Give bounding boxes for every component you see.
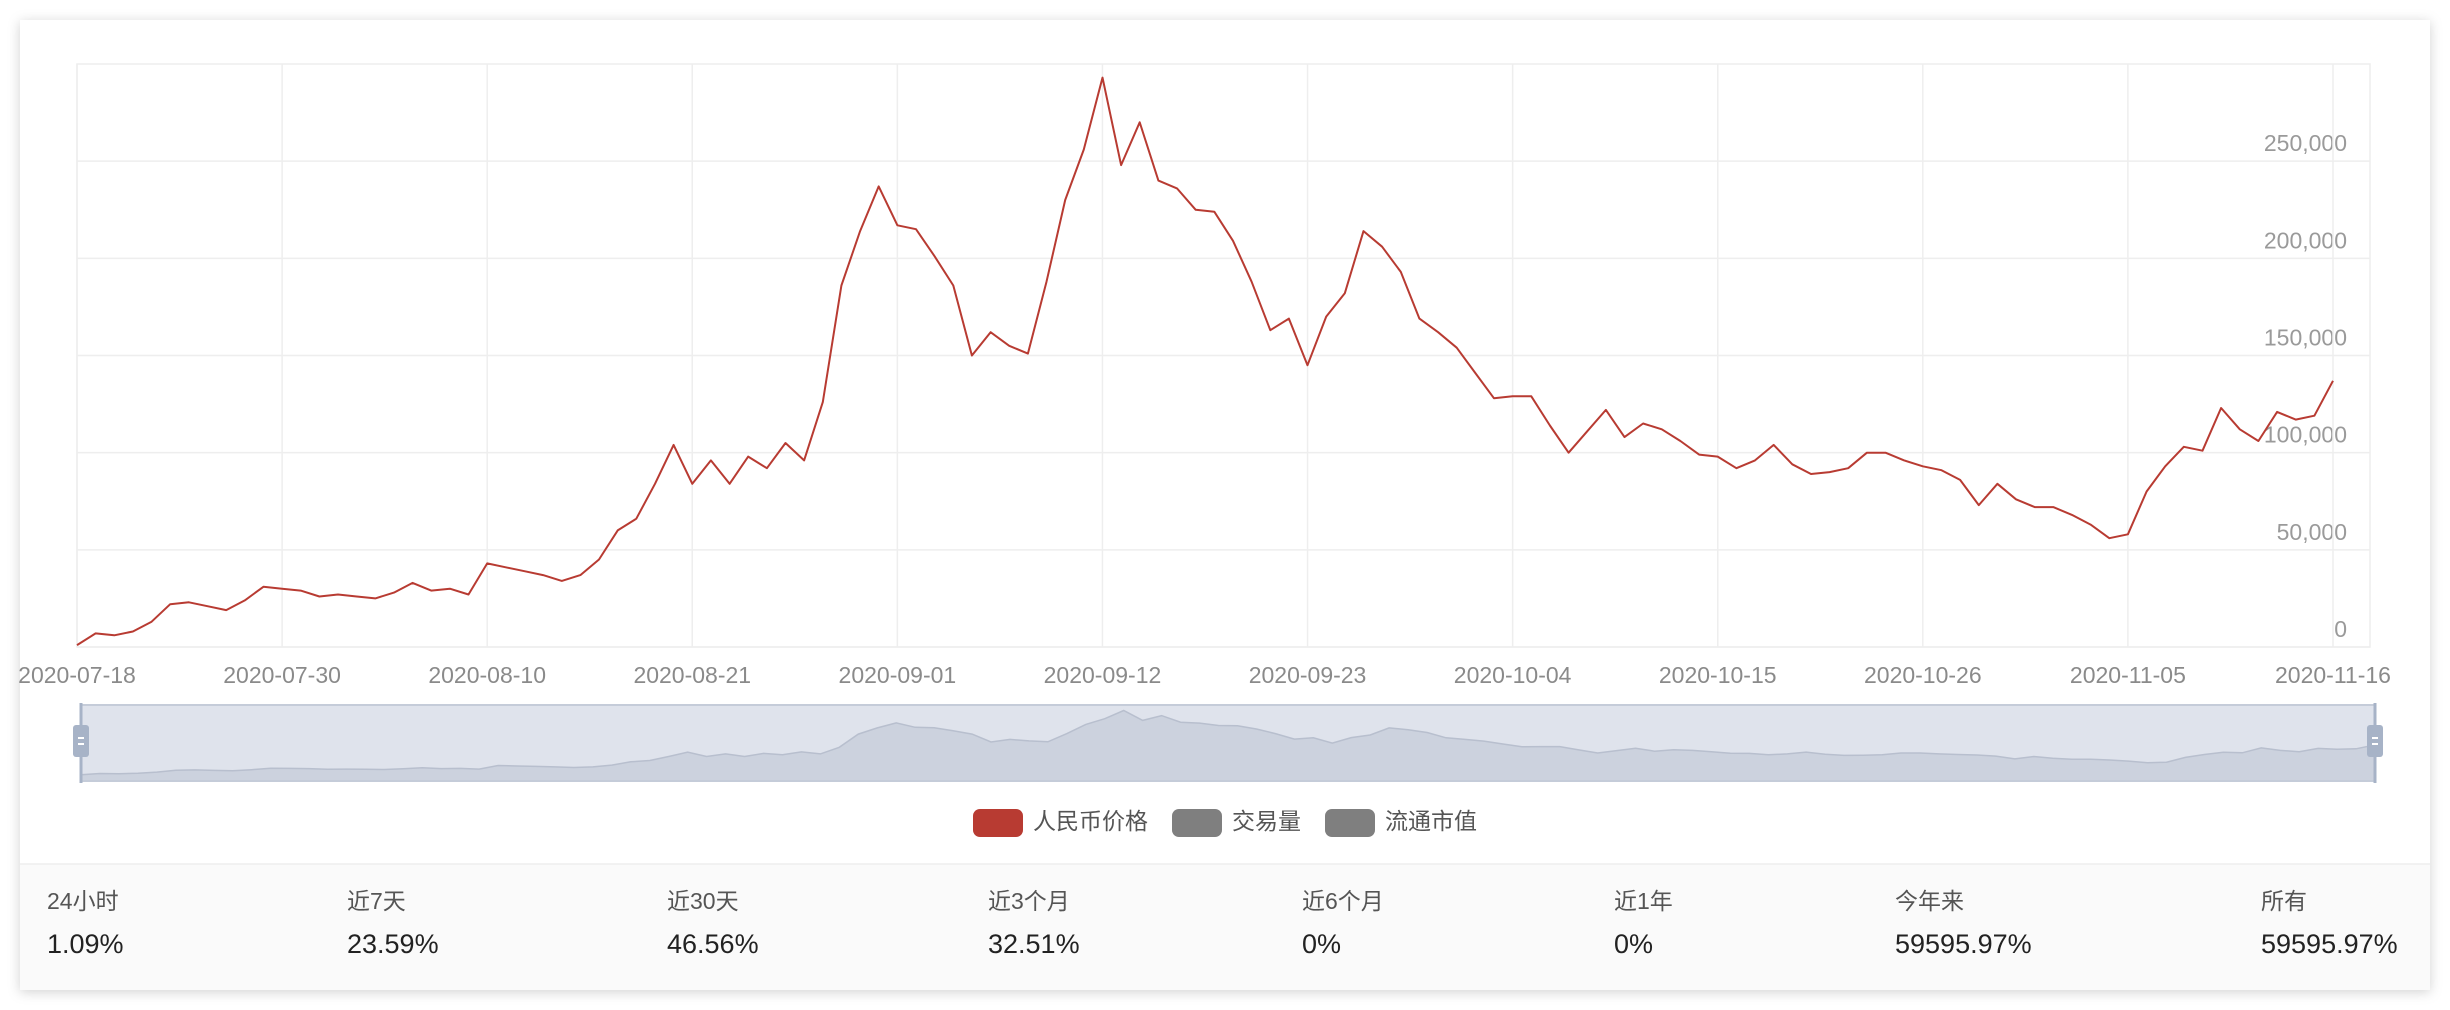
stat-value: 0%: [1302, 929, 1341, 959]
y-tick-label: 150,000: [2264, 325, 2347, 351]
stat-label: 近3个月: [988, 888, 1070, 914]
y-tick-label: 50,000: [2277, 519, 2347, 545]
stat-label: 近7天: [347, 888, 406, 914]
stat-value: 46.56%: [667, 929, 759, 959]
stat-value: 23.59%: [347, 929, 439, 959]
stat-label: 所有: [2261, 888, 2307, 914]
price-line: [76, 76, 2334, 646]
x-tick-label: 2020-09-23: [1249, 662, 1367, 688]
y-tick-label: 200,000: [2264, 227, 2347, 253]
x-tick-label: 2020-11-05: [2070, 662, 2186, 688]
x-tick-label: 2020-07-30: [223, 662, 341, 688]
stat-value: 59595.97%: [2261, 929, 2398, 959]
x-tick-label: 2020-09-01: [839, 662, 957, 688]
legend-icon[interactable]: [973, 809, 1023, 837]
zoom-handle[interactable]: [2367, 725, 2383, 757]
x-tick-label: 2020-11-16: [2275, 662, 2391, 688]
legend-icon[interactable]: [1325, 809, 1375, 837]
x-tick-label: 2020-08-21: [633, 662, 751, 688]
x-tick-label: 2020-08-10: [428, 662, 546, 688]
x-tick-label: 2020-10-15: [1659, 662, 1777, 688]
y-tick-label: 250,000: [2264, 130, 2347, 156]
y-tick-label: 0: [2334, 616, 2347, 642]
zoom-preview-area: [80, 709, 2376, 782]
stat-value: 0%: [1614, 929, 1653, 959]
stat-value: 59595.97%: [1895, 929, 2032, 959]
stat-value: 32.51%: [988, 929, 1080, 959]
legend-label[interactable]: 人民币价格: [1033, 808, 1148, 834]
x-tick-label: 2020-10-26: [1864, 662, 1982, 688]
x-tick-label: 2020-10-04: [1454, 662, 1572, 688]
x-tick-label: 2020-07-18: [18, 662, 136, 688]
y-tick-label: 100,000: [2264, 422, 2347, 448]
stat-value: 1.09%: [47, 929, 124, 959]
stat-label: 近1年: [1614, 888, 1673, 914]
stat-label: 今年来: [1895, 888, 1964, 914]
x-tick-label: 2020-09-12: [1044, 662, 1162, 688]
stat-label: 近6个月: [1302, 888, 1384, 914]
zoom-handle[interactable]: [73, 725, 89, 757]
legend-label[interactable]: 交易量: [1232, 808, 1301, 834]
stat-label: 24小时: [47, 888, 119, 914]
stat-label: 近30天: [667, 888, 739, 914]
legend-icon[interactable]: [1172, 809, 1222, 837]
card: [20, 20, 2430, 990]
stats-panel: [20, 864, 2430, 990]
legend-label[interactable]: 流通市值: [1385, 808, 1477, 834]
